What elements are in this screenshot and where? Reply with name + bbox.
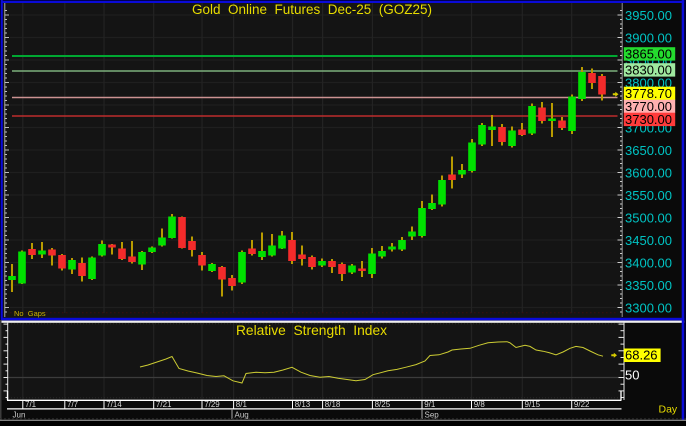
- svg-text:3730.00: 3730.00: [625, 112, 672, 127]
- svg-text:3300.00: 3300.00: [625, 301, 672, 316]
- svg-text:3900.00: 3900.00: [625, 31, 672, 46]
- svg-text:3400.00: 3400.00: [625, 256, 672, 271]
- svg-text:3830.00: 3830.00: [625, 63, 672, 78]
- svg-text:3770.00: 3770.00: [625, 99, 672, 114]
- svg-text:3950.00: 3950.00: [625, 8, 672, 23]
- svg-text:9/1: 9/1: [424, 400, 436, 409]
- svg-text:8/1: 8/1: [236, 400, 248, 409]
- svg-text:50: 50: [625, 367, 639, 382]
- svg-text:3778.70: 3778.70: [625, 86, 672, 101]
- svg-text:7/1: 7/1: [25, 400, 37, 409]
- svg-text:7/7: 7/7: [67, 400, 79, 409]
- svg-text:3350.00: 3350.00: [625, 278, 672, 293]
- svg-text:9/15: 9/15: [525, 400, 541, 409]
- svg-text:Day: Day: [659, 404, 678, 416]
- svg-text:7/21: 7/21: [156, 400, 172, 409]
- svg-text:3500.00: 3500.00: [625, 211, 672, 226]
- svg-text:8/25: 8/25: [375, 400, 391, 409]
- svg-text:Aug: Aug: [235, 410, 249, 419]
- svg-text:9/22: 9/22: [574, 400, 590, 409]
- svg-text:3600.00: 3600.00: [625, 166, 672, 181]
- svg-text:3550.00: 3550.00: [625, 188, 672, 203]
- svg-text:Jun: Jun: [13, 410, 26, 419]
- svg-text:8/13: 8/13: [295, 400, 311, 409]
- svg-text:3650.00: 3650.00: [625, 143, 672, 158]
- svg-text:8/18: 8/18: [325, 400, 341, 409]
- svg-text:No Gaps: No Gaps: [14, 309, 46, 318]
- svg-text:7/29: 7/29: [204, 400, 220, 409]
- svg-text:7/14: 7/14: [106, 400, 122, 409]
- svg-text:68.26: 68.26: [625, 348, 658, 363]
- svg-text:Gold Online Futures Dec-25: Gold Online Futures Dec-25 (GOZ25): [192, 2, 432, 17]
- svg-text:3450.00: 3450.00: [625, 233, 672, 248]
- svg-text:Relative Strength Index: Relative Strength Index: [236, 323, 387, 338]
- svg-text:9/8: 9/8: [474, 400, 486, 409]
- svg-text:Sep: Sep: [425, 410, 440, 419]
- svg-text:3865.00: 3865.00: [625, 47, 672, 62]
